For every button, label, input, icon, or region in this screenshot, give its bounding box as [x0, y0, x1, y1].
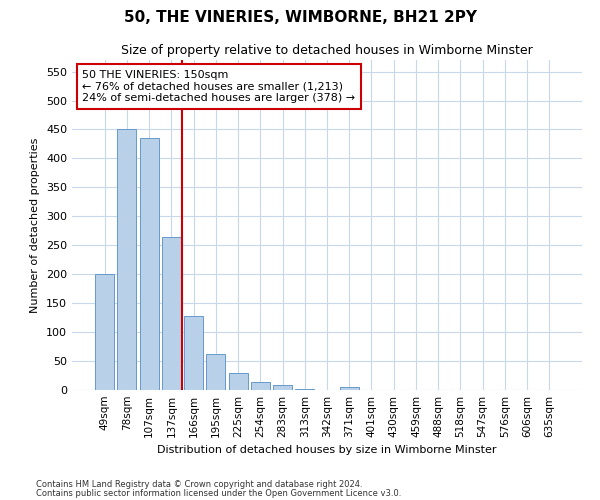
Title: Size of property relative to detached houses in Wimborne Minster: Size of property relative to detached ho…: [121, 44, 533, 58]
Bar: [273, 386, 292, 390]
Bar: [251, 382, 270, 390]
Bar: [140, 138, 158, 390]
Bar: [295, 389, 314, 390]
Bar: [229, 373, 248, 390]
Text: Contains public sector information licensed under the Open Government Licence v3: Contains public sector information licen…: [36, 488, 401, 498]
Bar: [95, 274, 114, 390]
Text: 50, THE VINERIES, WIMBORNE, BH21 2PY: 50, THE VINERIES, WIMBORNE, BH21 2PY: [124, 10, 476, 25]
Text: 50 THE VINERIES: 150sqm
← 76% of detached houses are smaller (1,213)
24% of semi: 50 THE VINERIES: 150sqm ← 76% of detache…: [82, 70, 355, 103]
Bar: [206, 354, 225, 390]
Y-axis label: Number of detached properties: Number of detached properties: [31, 138, 40, 312]
Bar: [162, 236, 181, 390]
Bar: [340, 387, 359, 390]
Bar: [184, 316, 203, 390]
X-axis label: Distribution of detached houses by size in Wimborne Minster: Distribution of detached houses by size …: [157, 446, 497, 456]
Text: Contains HM Land Registry data © Crown copyright and database right 2024.: Contains HM Land Registry data © Crown c…: [36, 480, 362, 489]
Bar: [118, 130, 136, 390]
